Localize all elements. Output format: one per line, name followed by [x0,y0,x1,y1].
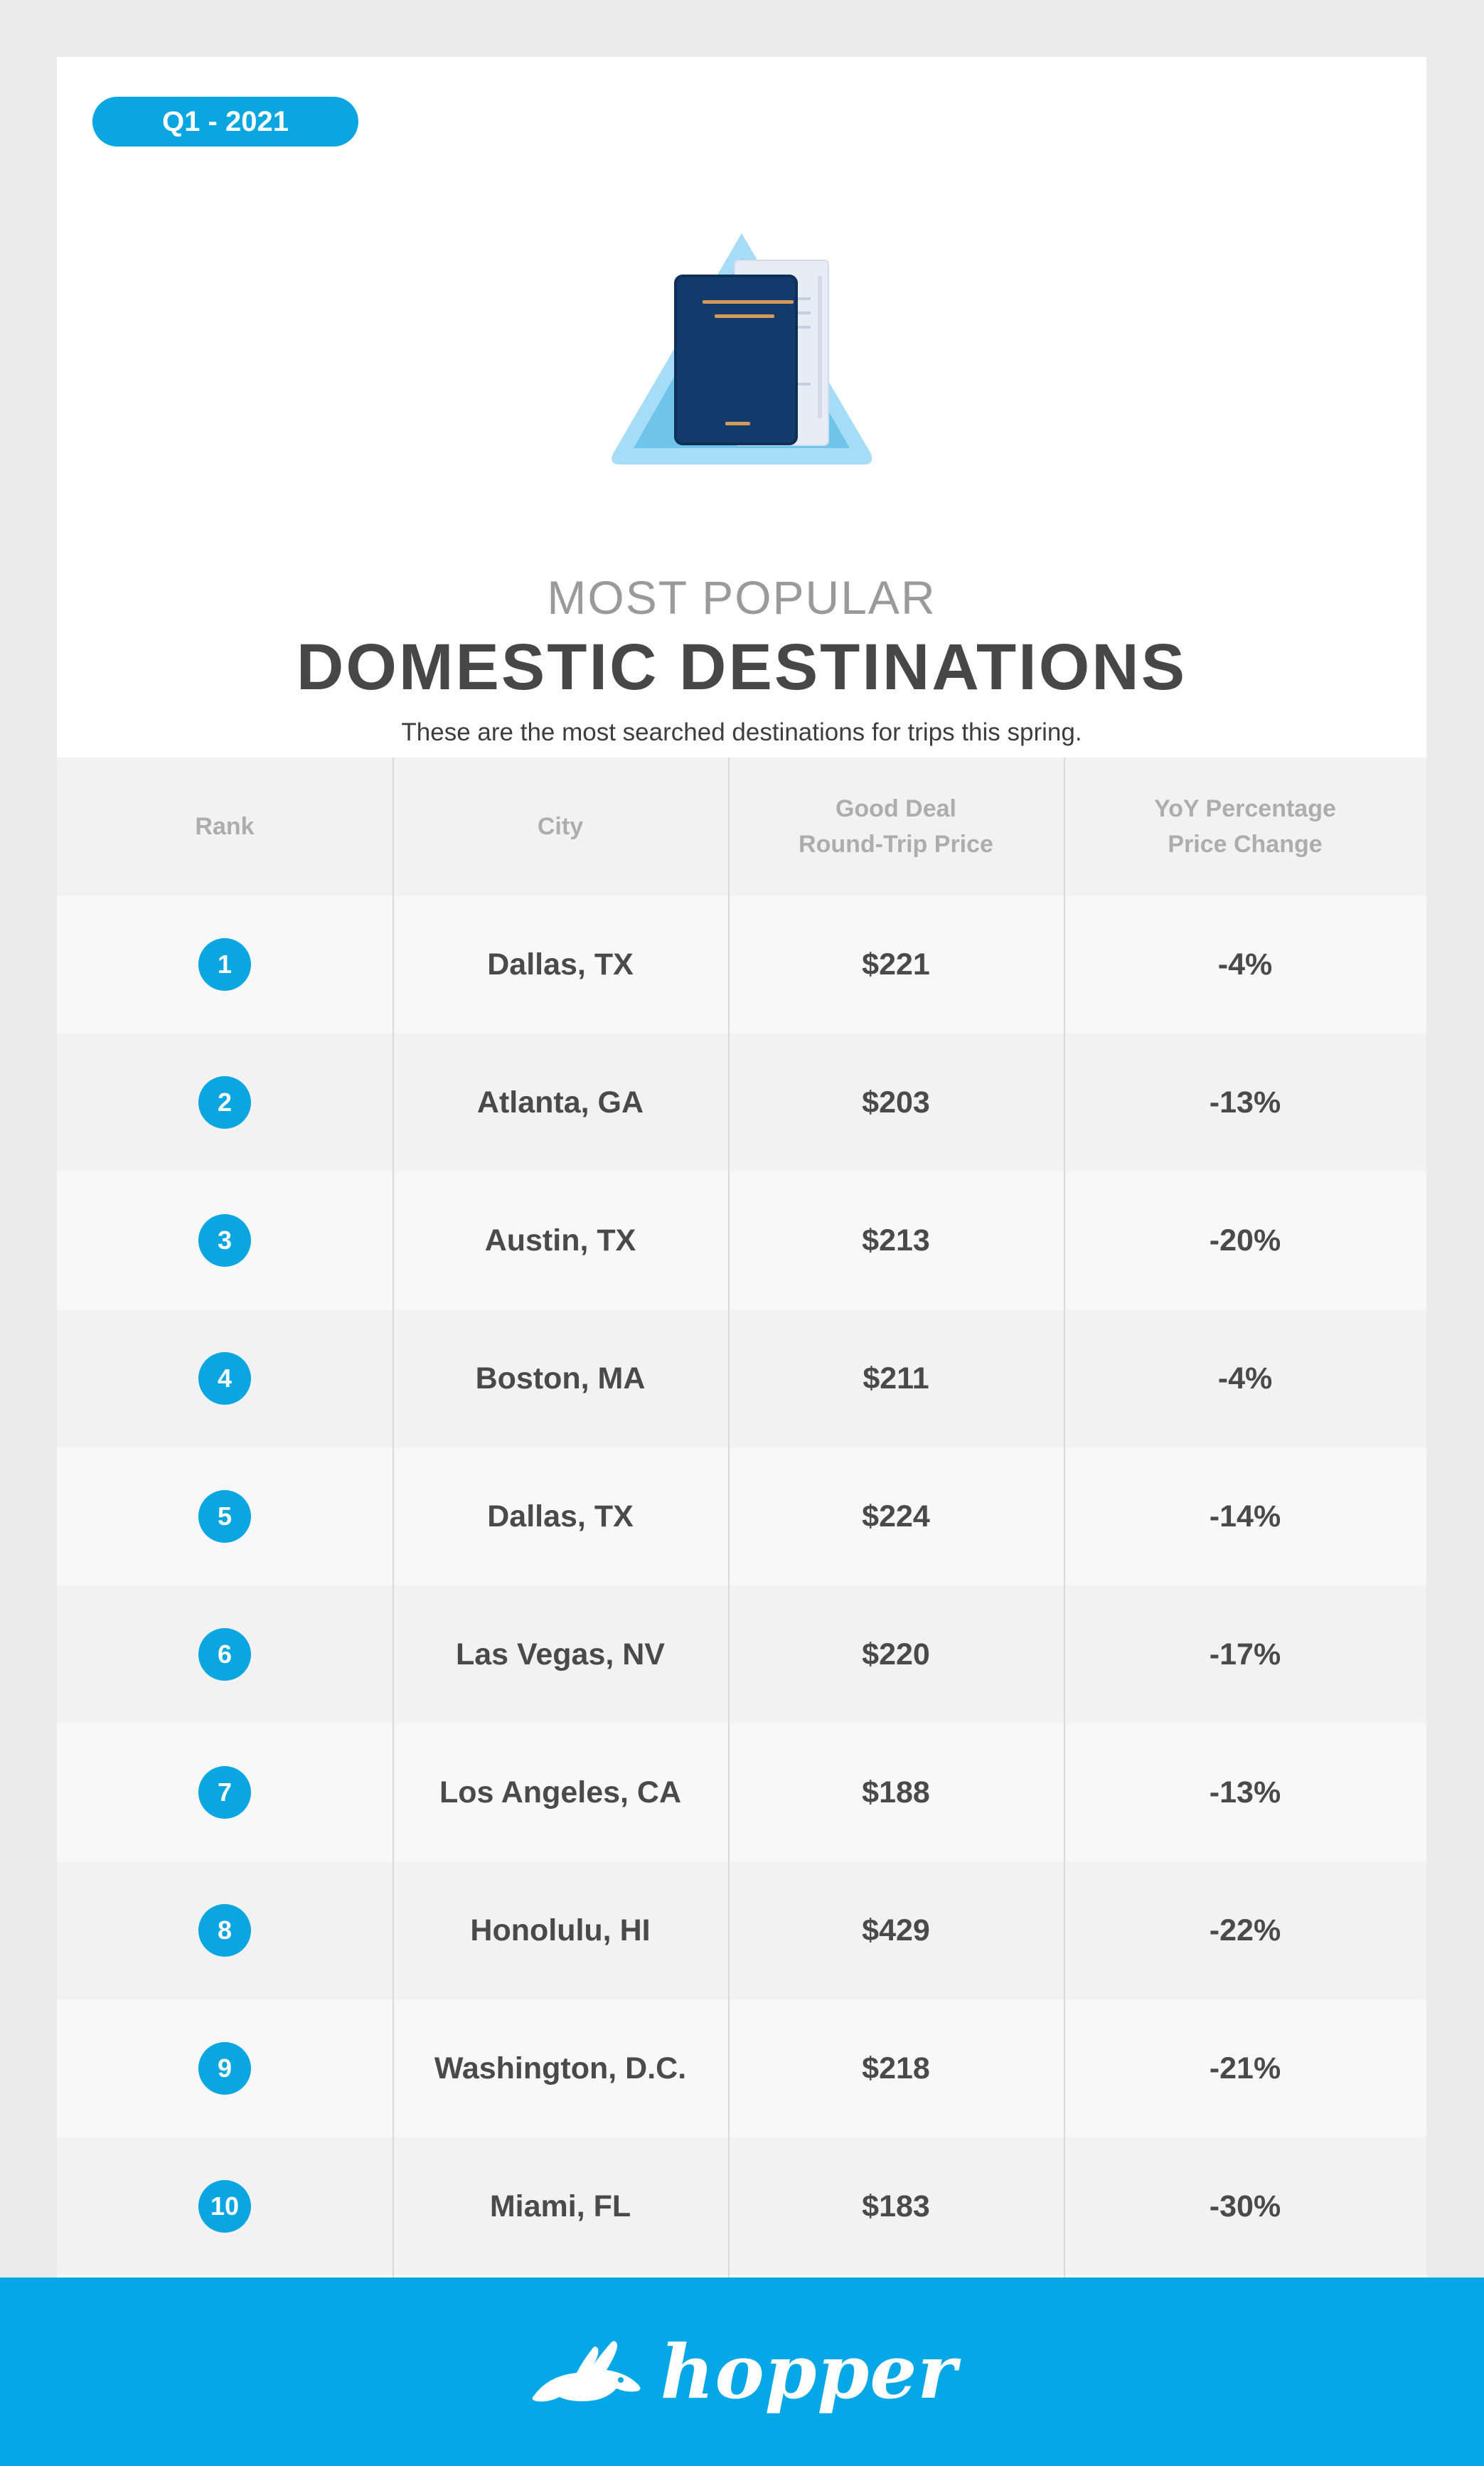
price-cell: $213 [862,1223,930,1258]
table-row: 8 Honolulu, HI $429 -22% [57,1861,1426,1999]
city-cell: Washington, D.C. [434,2051,687,2085]
city-cell: Boston, MA [475,1361,646,1396]
price-cell: $203 [862,1085,930,1120]
city-cell: Austin, TX [484,1223,636,1258]
price-cell: $220 [862,1637,930,1672]
destinations-table: Rank City Good Deal Round-Trip Price YoY… [57,758,1426,2275]
table-row: 9 Washington, D.C. $218 -21% [57,1999,1426,2137]
header-price: Good Deal Round-Trip Price [799,795,993,858]
rank-badge: 5 [198,1490,251,1543]
price-cell: $221 [862,947,930,982]
column-divider [393,758,394,2278]
table-row: 10 Miami, FL $183 -30% [57,2137,1426,2275]
city-cell: Miami, FL [489,2189,631,2223]
table-row: 1 Dallas, TX $221 -4% [57,895,1426,1033]
change-cell: -14% [1209,1499,1281,1534]
rank-badge: 3 [198,1214,251,1267]
price-cell: $429 [862,1913,930,1947]
change-cell: -13% [1209,1775,1281,1809]
quarter-badge: Q1 - 2021 [92,97,358,147]
rank-badge: 4 [198,1352,251,1405]
travel-illustration [604,219,879,525]
rank-badge: 10 [198,2180,251,2233]
header-city: City [537,813,584,840]
table-row: 7 Los Angeles, CA $188 -13% [57,1723,1426,1861]
rabbit-icon [532,2340,641,2401]
logo-wordmark: hopper [660,2328,958,2415]
change-cell: -21% [1209,2051,1281,2085]
subtitle: These are the most searched destinations… [401,718,1082,746]
rank-badge: 7 [198,1766,251,1819]
change-cell: -4% [1217,1361,1273,1396]
city-cell: Honolulu, HI [470,1913,651,1947]
passport-icon [612,233,872,464]
table-row: 5 Dallas, TX $224 -14% [57,1447,1426,1585]
hopper-logo: hopper [527,2328,957,2415]
table-row: 2 Atlanta, GA $203 -13% [57,1033,1426,1171]
table-row: 4 Boston, MA $211 -4% [57,1309,1426,1447]
change-cell: -30% [1209,2189,1281,2223]
rank-badge: 8 [198,1904,251,1957]
price-cell: $224 [862,1499,930,1534]
change-cell: -22% [1209,1913,1281,1947]
header-rank: Rank [195,813,255,840]
rank-badge: 6 [198,1628,251,1681]
infographic-card: Q1 - 2021 MOST POPULAR DOMESTIC [57,57,1426,2278]
rank-badge: 2 [198,1076,251,1129]
city-cell: Dallas, TX [487,947,634,982]
rank-badge: 1 [198,938,251,991]
price-cell: $188 [862,1775,930,1809]
change-cell: -17% [1209,1637,1281,1672]
title-line-1: MOST POPULAR [547,571,936,624]
column-divider [1064,758,1065,2278]
column-divider [728,758,730,2278]
change-cell: -13% [1209,1085,1281,1120]
price-cell: $211 [863,1361,929,1396]
change-cell: -20% [1209,1223,1281,1258]
rank-badge: 9 [198,2042,251,2095]
table-header-row: Rank City Good Deal Round-Trip Price YoY… [57,758,1426,895]
table-row: 6 Las Vegas, NV $220 -17% [57,1585,1426,1723]
price-cell: $218 [862,2051,930,2085]
city-cell: Atlanta, GA [476,1085,644,1120]
price-cell: $183 [862,2189,930,2223]
header-change: YoY Percentage Price Change [1154,795,1336,858]
table-row: 3 Austin, TX $213 -20% [57,1171,1426,1309]
city-cell: Dallas, TX [487,1499,634,1534]
city-cell: Las Vegas, NV [456,1637,665,1672]
footer-bar: hopper [0,2278,1484,2466]
page-title: DOMESTIC DESTINATIONS [296,631,1187,703]
change-cell: -4% [1217,947,1273,982]
city-cell: Los Angeles, CA [439,1775,682,1809]
